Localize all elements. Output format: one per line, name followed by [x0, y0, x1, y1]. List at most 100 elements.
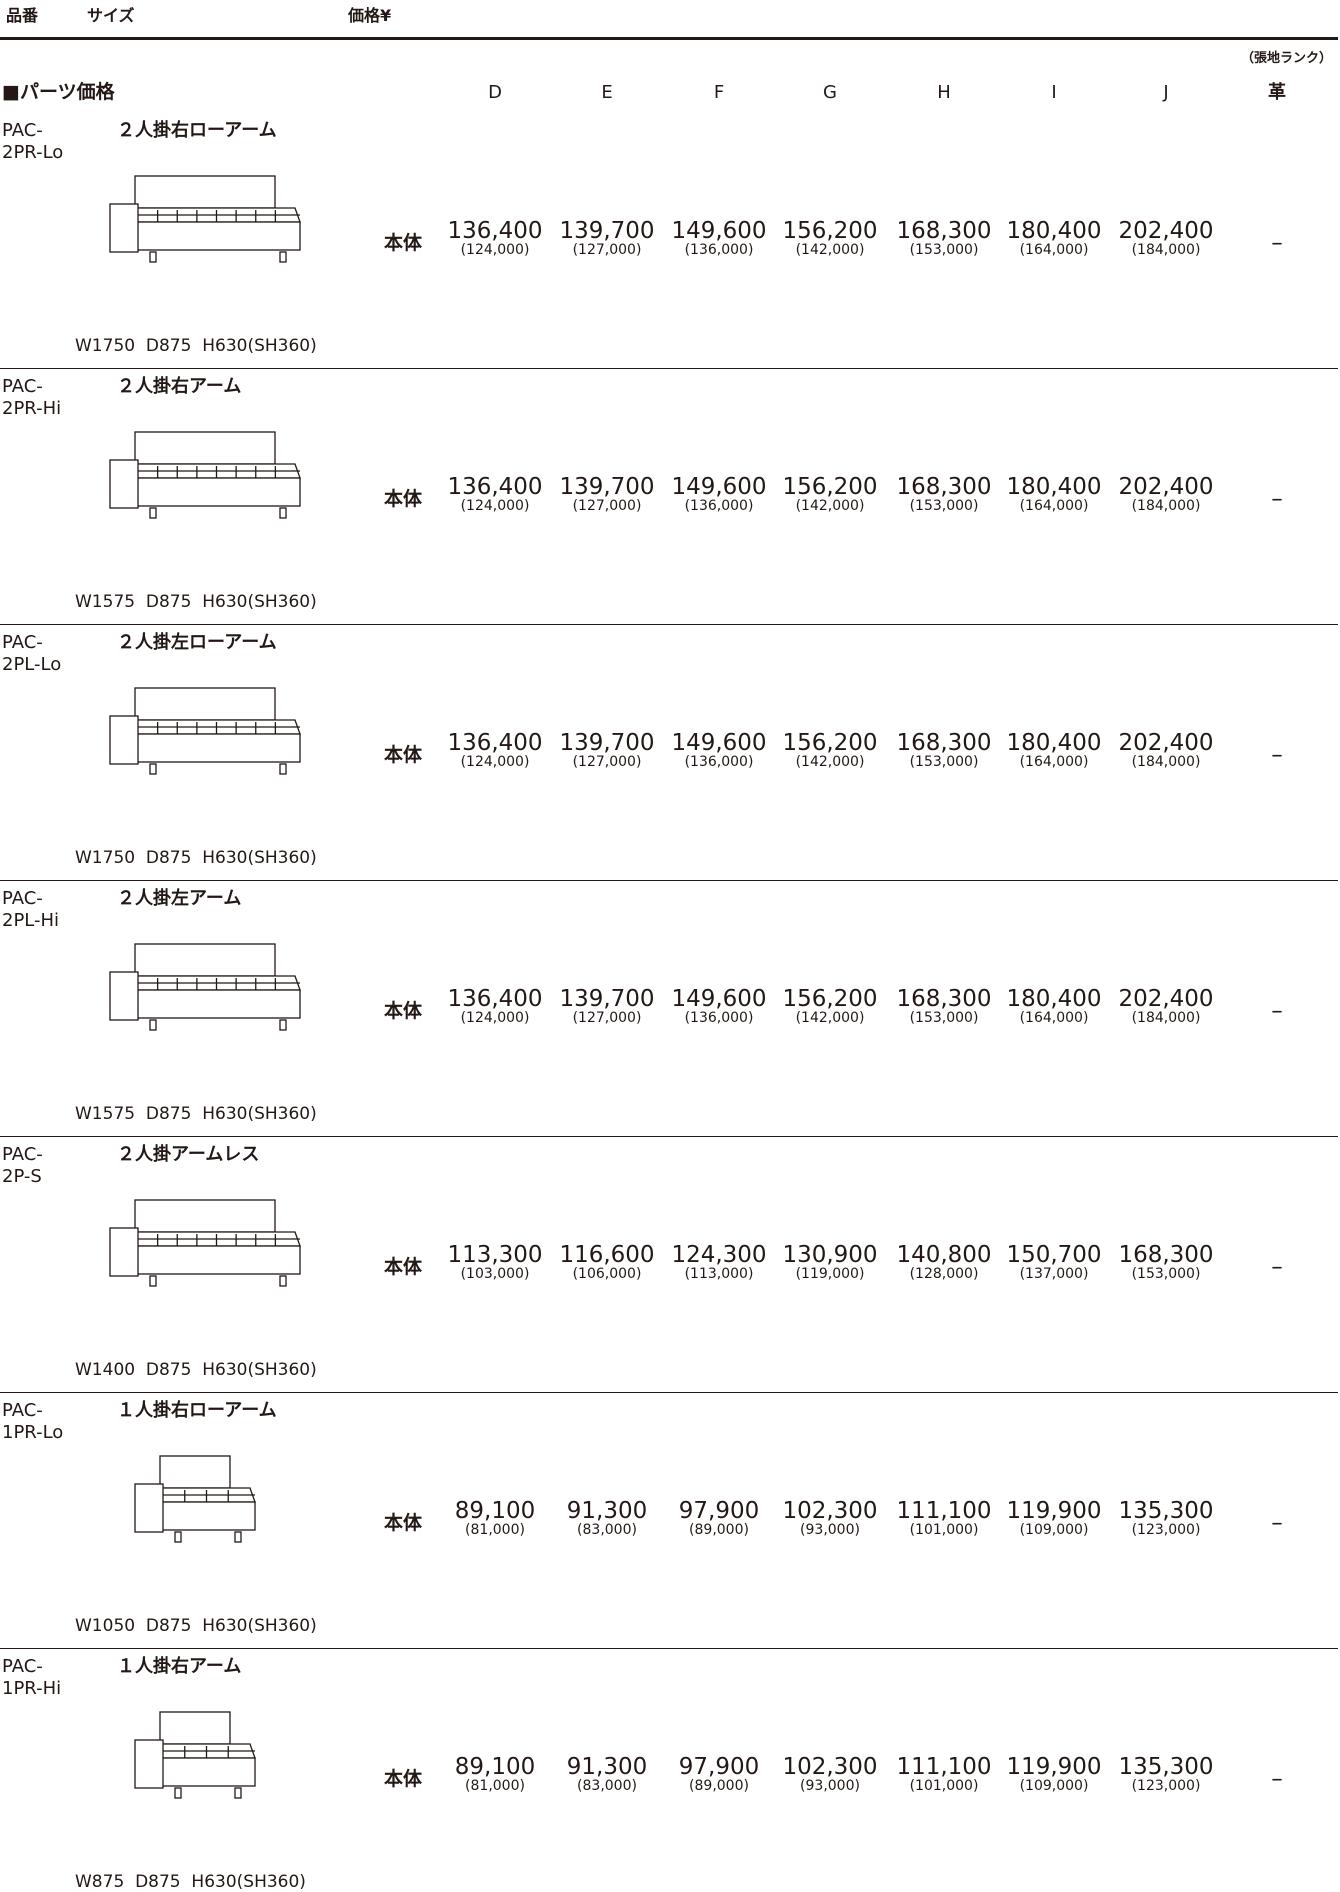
price-tax-excluded: (137,000)	[1019, 1266, 1089, 1282]
price: 139,700	[559, 730, 655, 756]
price: 168,300	[896, 474, 992, 500]
header-product-no: 品番	[6, 6, 39, 25]
product-code: PAC-	[2, 376, 43, 397]
dimensions: W1750 D875 H630(SH360)	[75, 336, 317, 356]
leather-price: –	[1271, 742, 1283, 768]
price: 116,600	[559, 1242, 655, 1268]
price: 139,700	[559, 218, 655, 244]
product-code: 2PR-Lo	[2, 142, 64, 163]
price: 168,300	[896, 218, 992, 244]
price: 136,400	[447, 730, 543, 756]
sofa-illustration	[109, 1199, 301, 1287]
price-tax-excluded: (119,000)	[795, 1266, 865, 1282]
price: 180,400	[1006, 986, 1102, 1012]
sofa-illustration	[109, 175, 301, 263]
price: 135,300	[1118, 1498, 1214, 1524]
price-tax-excluded: (93,000)	[800, 1778, 860, 1794]
dimensions: W1575 D875 H630(SH360)	[75, 592, 317, 612]
product-code: 2PR-Hi	[2, 398, 62, 419]
price: 111,100	[896, 1498, 992, 1524]
price-tax-excluded: (123,000)	[1131, 1778, 1201, 1794]
price-tax-excluded: (89,000)	[689, 1522, 749, 1538]
column-header: D	[488, 82, 502, 103]
row-separator	[0, 1136, 1338, 1137]
price: 156,200	[782, 730, 878, 756]
product-code: PAC-	[2, 888, 43, 909]
price-tax-excluded: (142,000)	[795, 1010, 865, 1026]
price: 97,900	[678, 1754, 760, 1780]
price: 156,200	[782, 474, 878, 500]
row-separator	[0, 880, 1338, 881]
price: 89,100	[454, 1754, 536, 1780]
price-tax-excluded: (164,000)	[1019, 242, 1089, 258]
price-tax-excluded: (127,000)	[572, 1010, 642, 1026]
price-tax-excluded: (124,000)	[460, 498, 530, 514]
column-header: E	[601, 82, 613, 103]
column-header: G	[823, 82, 837, 103]
price: 139,700	[559, 986, 655, 1012]
product-name: ２人掛左アーム	[117, 888, 242, 909]
price-tax-excluded: (106,000)	[572, 1266, 642, 1282]
price: 202,400	[1118, 218, 1214, 244]
price: 149,600	[671, 474, 767, 500]
price-tax-excluded: (184,000)	[1131, 754, 1201, 770]
price-tax-excluded: (184,000)	[1131, 242, 1201, 258]
product-code: 1PR-Hi	[2, 1678, 62, 1699]
product-name: １人掛右ローアーム	[117, 1400, 277, 1421]
price-label: 本体	[384, 232, 423, 254]
price: 102,300	[782, 1754, 878, 1780]
column-header: F	[713, 82, 725, 103]
leather-price: –	[1271, 486, 1283, 512]
price: 168,300	[896, 986, 992, 1012]
price-tax-excluded: (103,000)	[460, 1266, 530, 1282]
price: 150,700	[1006, 1242, 1102, 1268]
price-tax-excluded: (93,000)	[800, 1522, 860, 1538]
price-tax-excluded: (127,000)	[572, 498, 642, 514]
sofa-illustration	[109, 943, 301, 1031]
price: 136,400	[447, 474, 543, 500]
price-tax-excluded: (136,000)	[684, 1010, 754, 1026]
product-name: １人掛右アーム	[117, 1656, 242, 1677]
price-tax-excluded: (127,000)	[572, 754, 642, 770]
price-tax-excluded: (136,000)	[684, 754, 754, 770]
price: 202,400	[1118, 474, 1214, 500]
price: 124,300	[671, 1242, 767, 1268]
section-title: ■パーツ価格	[2, 81, 115, 103]
product-code: PAC-	[2, 1656, 43, 1677]
price: 149,600	[671, 986, 767, 1012]
price: 156,200	[782, 218, 878, 244]
price-label: 本体	[384, 1512, 423, 1534]
price: 156,200	[782, 986, 878, 1012]
column-header: I	[1051, 82, 1057, 103]
price-tax-excluded: (153,000)	[909, 1010, 979, 1026]
sofa-illustration	[109, 431, 301, 519]
rank-note: （張地ランク）	[1240, 51, 1332, 66]
sofa-illustration	[134, 1711, 256, 1799]
product-code: PAC-	[2, 1144, 43, 1165]
price-tax-excluded: (136,000)	[684, 242, 754, 258]
price-tax-excluded: (142,000)	[795, 242, 865, 258]
product-name: ２人掛右アーム	[117, 376, 242, 397]
price-tax-excluded: (153,000)	[1131, 1266, 1201, 1282]
column-header: J	[1163, 82, 1169, 103]
price-label: 本体	[384, 488, 423, 510]
price: 149,600	[671, 218, 767, 244]
sofa-illustration	[109, 687, 301, 775]
product-name: ２人掛左ローアーム	[117, 632, 277, 653]
price-tax-excluded: (164,000)	[1019, 1010, 1089, 1026]
price-tax-excluded: (81,000)	[465, 1778, 525, 1794]
leather-price: –	[1271, 1766, 1283, 1792]
product-code: 2P-S	[2, 1166, 42, 1187]
price-tax-excluded: (153,000)	[909, 754, 979, 770]
price: 140,800	[896, 1242, 992, 1268]
leather-price: –	[1271, 1510, 1283, 1536]
column-header: 革	[1268, 82, 1286, 103]
price-tax-excluded: (164,000)	[1019, 754, 1089, 770]
price: 139,700	[559, 474, 655, 500]
price: 202,400	[1118, 986, 1214, 1012]
price: 136,400	[447, 986, 543, 1012]
price-tax-excluded: (109,000)	[1019, 1522, 1089, 1538]
header-price: 価格¥	[348, 6, 392, 25]
price: 149,600	[671, 730, 767, 756]
price-tax-excluded: (101,000)	[909, 1778, 979, 1794]
